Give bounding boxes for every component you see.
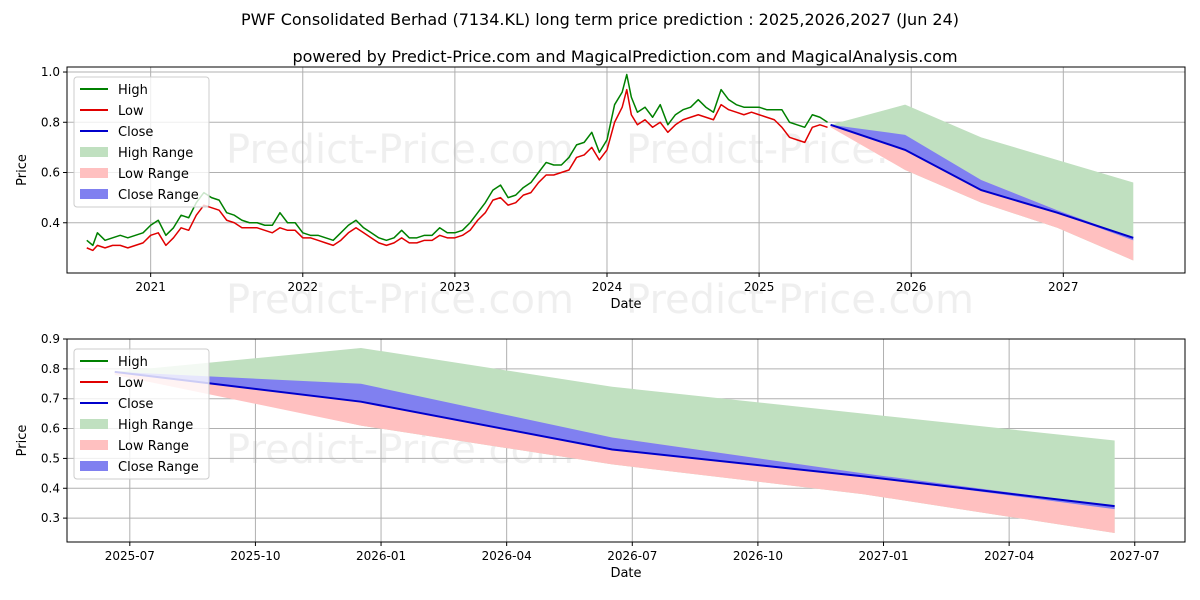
y-tick-label: 0.9 (41, 332, 60, 346)
low-range-band (114, 371, 1115, 534)
legend-label: High Range (118, 418, 193, 433)
y-tick-label: 1.0 (41, 65, 60, 79)
legend-label: High (118, 83, 148, 98)
legend-label: Close (118, 125, 153, 140)
legend-patch-swatch (80, 168, 108, 178)
legend-label: High (118, 355, 148, 370)
x-tick-label: 2023 (440, 280, 471, 294)
y-tick-label: 0.7 (41, 392, 60, 406)
x-tick-label: 2026-07 (607, 549, 657, 563)
y-axis-label: Price (15, 154, 30, 186)
legend-label: Low (118, 104, 144, 119)
x-axis-label: Date (610, 297, 641, 312)
chart-title: PWF Consolidated Berhad (7134.KL) long t… (241, 10, 959, 29)
y-tick-label: 0.8 (41, 115, 60, 129)
legend-label: Low (118, 376, 144, 391)
close-line (830, 123, 1134, 239)
plot-frame (66, 66, 1186, 274)
x-tick-label: 2026-04 (482, 549, 532, 563)
x-tick-label: 2027-01 (858, 549, 908, 563)
y-tick-label: 0.4 (41, 216, 60, 230)
legend-label: High Range (118, 146, 193, 161)
low-range-band (830, 124, 1134, 261)
watermark-text: Predict-Price.com (626, 277, 974, 323)
legend-label: Low Range (118, 439, 189, 454)
x-tick-label: 2025 (744, 280, 775, 294)
watermark-text: Predict-Price.com (226, 277, 574, 323)
x-axis-label: Date (610, 566, 641, 581)
legend-patch-swatch (80, 189, 108, 199)
legend-label: Close Range (118, 460, 199, 475)
x-tick-label: 2026-01 (356, 549, 406, 563)
watermark-text: Predict-Price.com (226, 127, 574, 173)
legend-label: Low Range (118, 167, 189, 182)
legend-patch-swatch (80, 440, 108, 450)
x-tick-label: 2021 (135, 280, 166, 294)
legend-patch-swatch (80, 461, 108, 471)
chart-subtitle: powered by Predict-Price.com and Magical… (292, 47, 957, 66)
close-range-band (830, 124, 1134, 241)
bottom-panel: Predict-Price.comPredict-Price.com2025-0… (15, 332, 1186, 581)
y-tick-label: 0.5 (41, 451, 60, 465)
close-range-band (114, 371, 1115, 510)
legend-label: Close Range (118, 188, 199, 203)
x-tick-label: 2027-04 (984, 549, 1034, 563)
legend-patch-swatch (80, 419, 108, 429)
x-tick-label: 2022 (287, 280, 318, 294)
close-line (114, 370, 1115, 508)
x-tick-label: 2025-07 (105, 549, 155, 563)
legend-label: Close (118, 397, 153, 412)
y-tick-label: 0.3 (41, 511, 60, 525)
y-tick-label: 0.8 (41, 362, 60, 376)
x-tick-label: 2027 (1048, 280, 1079, 294)
top-panel: Predict-Price.com Predict-Price.com Predic… (15, 65, 1186, 323)
legend-patch-swatch (80, 147, 108, 157)
x-tick-label: 2026-10 (733, 549, 783, 563)
legend: High Low Close High Range Low Range Close Ran… (73, 76, 210, 208)
x-tick-label: 2026 (896, 280, 927, 294)
plot-frame (66, 338, 1186, 543)
x-tick-label: 2027-07 (1110, 549, 1160, 563)
y-axis-label: Price (15, 425, 30, 457)
y-tick-label: 0.4 (41, 481, 60, 495)
y-tick-label: 0.6 (41, 422, 60, 436)
x-tick-label: 2025-10 (230, 549, 280, 563)
y-tick-label: 0.6 (41, 166, 60, 180)
x-tick-label: 2024 (592, 280, 623, 294)
legend: High Low Close High Range Low Range Close Ran… (73, 348, 210, 480)
